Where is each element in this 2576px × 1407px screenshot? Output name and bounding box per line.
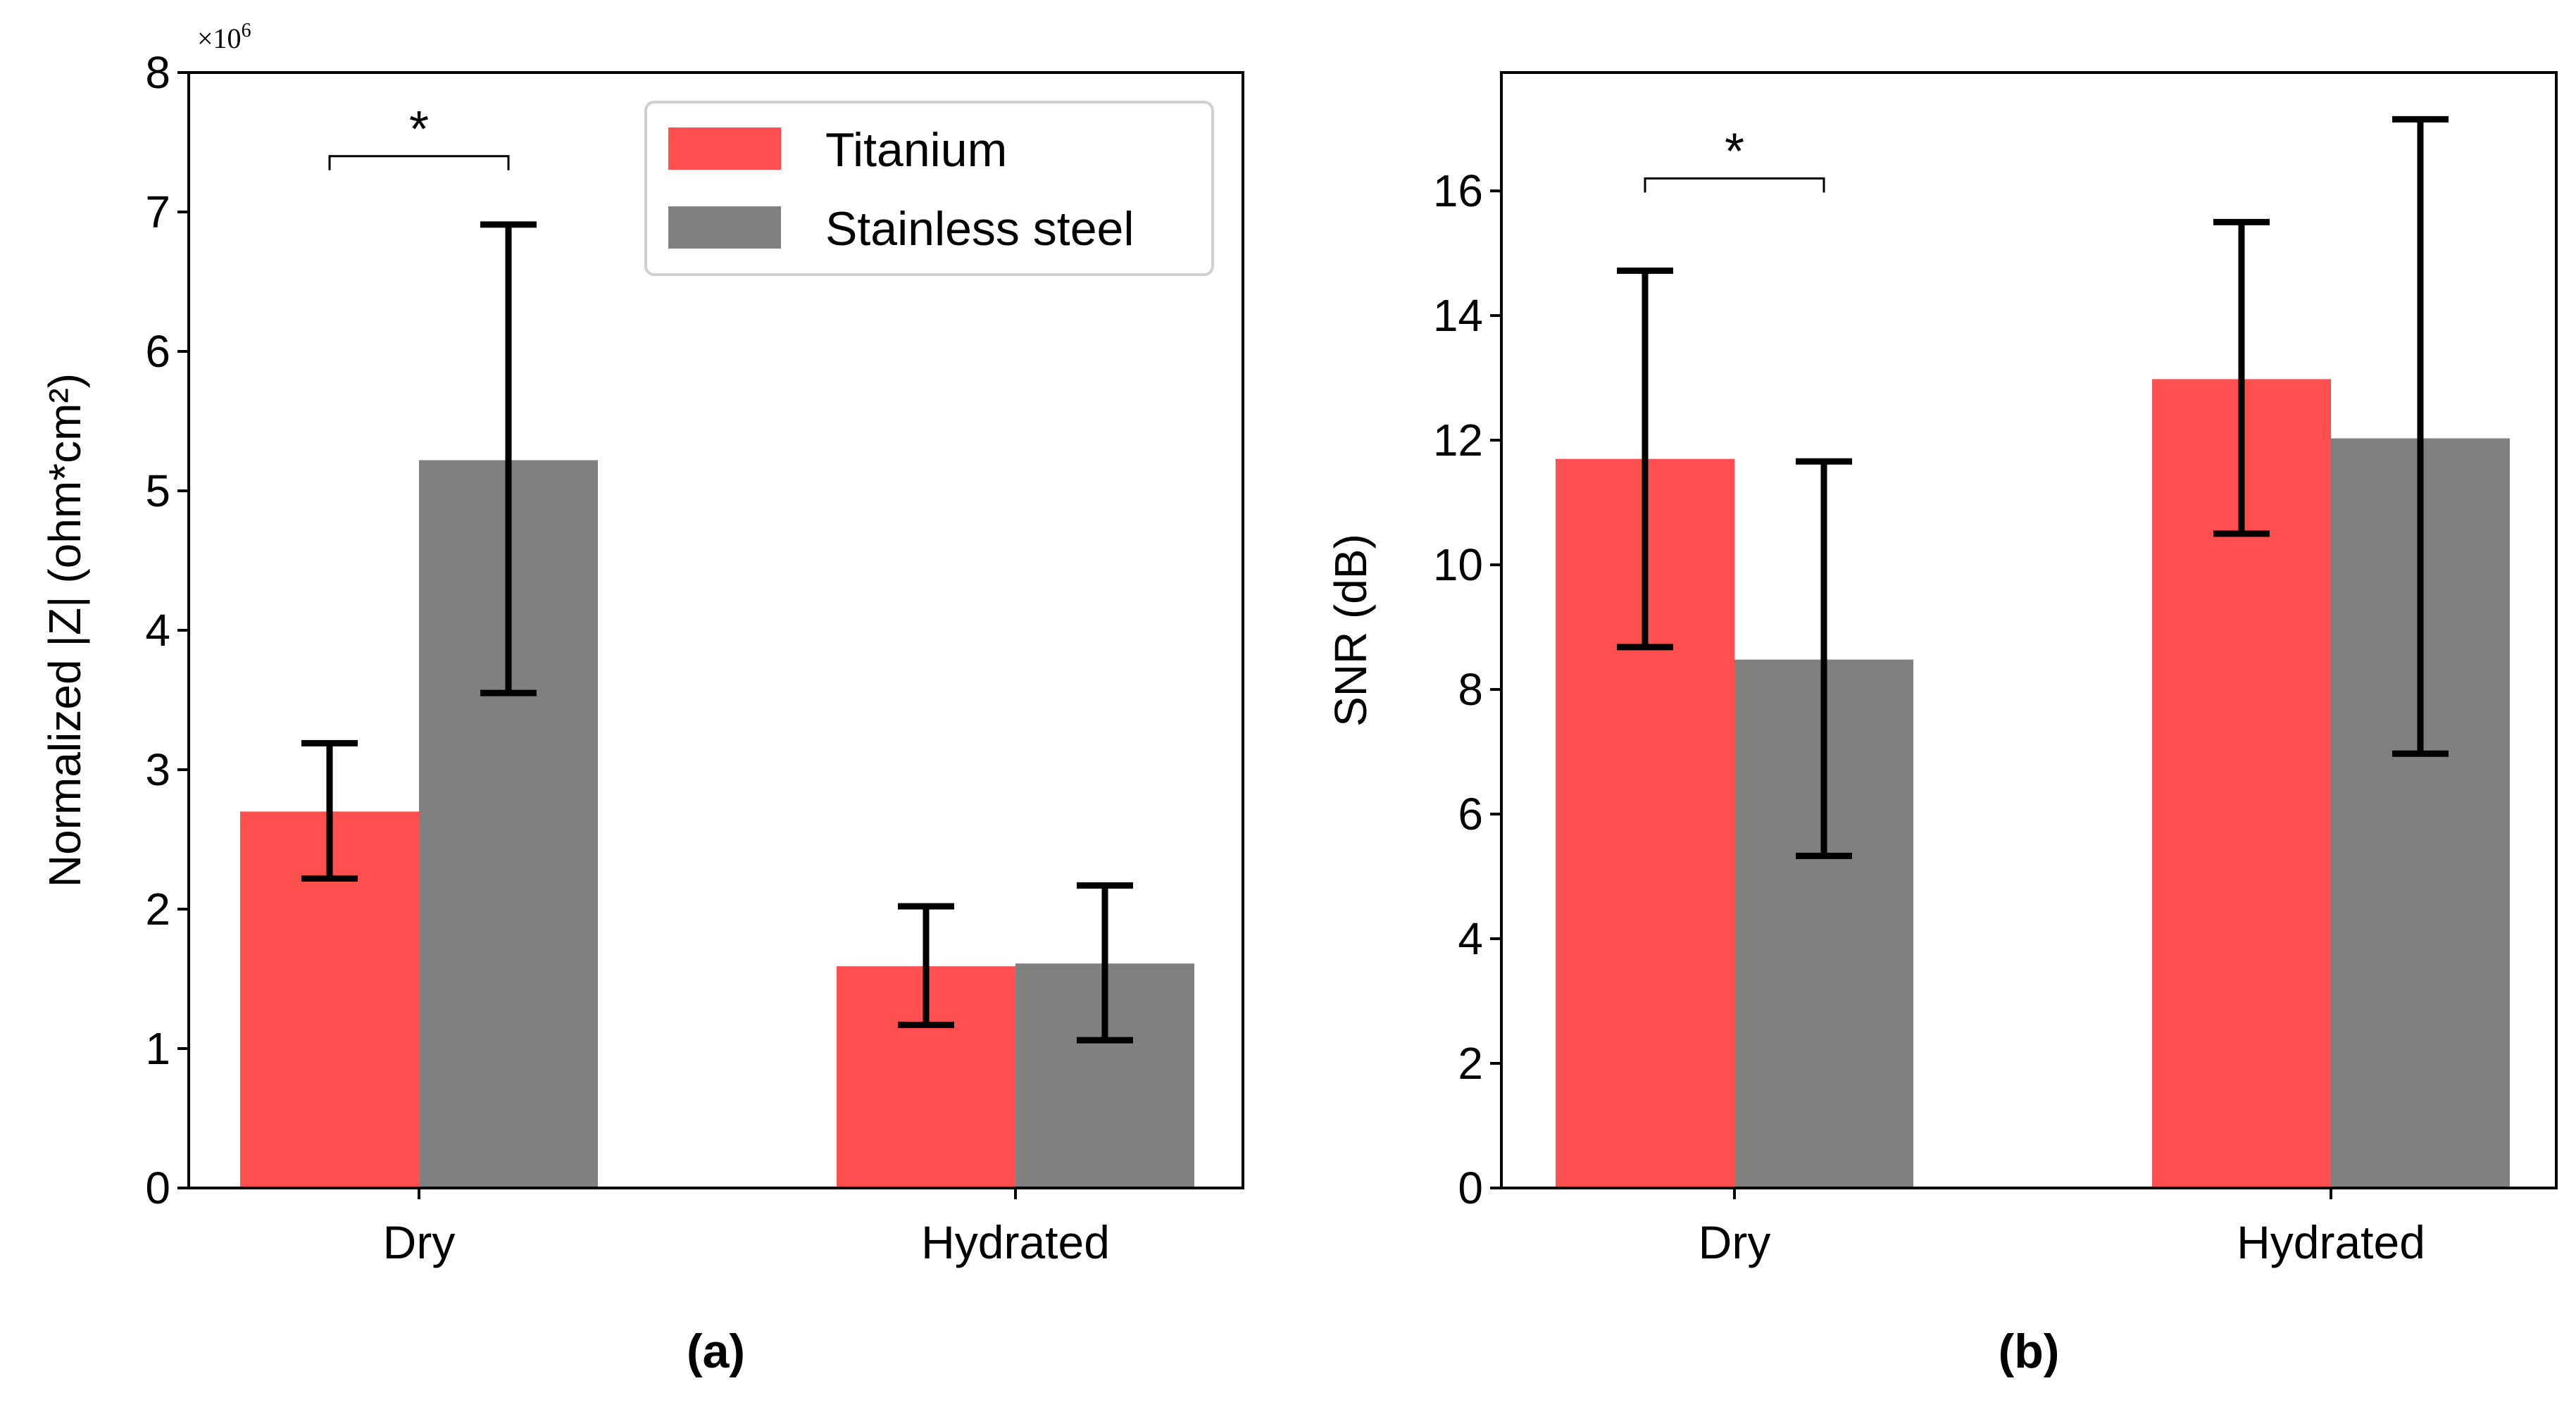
significance-star: * [1725, 123, 1744, 180]
y-tick-label: 8 [145, 47, 170, 98]
y-tick-label: 3 [145, 744, 170, 795]
y-tick-label: 4 [1458, 913, 1483, 964]
error-bar-titanium-hydrated [2213, 218, 2270, 537]
panel-label: (b) [1999, 1325, 2060, 1378]
error-bar-titanium-dry [301, 739, 358, 882]
legend: Titanium Stainless steel [644, 101, 1214, 276]
legend-label-stainless-steel: Stainless steel [825, 202, 1134, 256]
chart-panel-a: 0 1 2 3 4 5 6 7 8 Dry Hydrated Normalized |Z| (ohm*… [39, 20, 1244, 1378]
error-bar-stainless-steel-hydrated [2392, 115, 2449, 757]
legend-swatch-titanium [668, 127, 781, 170]
y-tick-label: 6 [145, 326, 170, 377]
legend-swatch-stainless-steel [668, 206, 781, 249]
y-tick-label: 14 [1433, 290, 1483, 341]
significance-bracket: * [328, 101, 510, 170]
chart-panel-b: 0 2 4 6 8 10 12 14 16 Dry Hydrated SNR (dB) * (b) [1325, 71, 2558, 1378]
x-tick-label-hydrated: Hydrated [2237, 1216, 2425, 1268]
panel-label: (a) [687, 1325, 745, 1378]
y-axis-label: Normalized |Z| (ohm*cm²) [39, 373, 90, 887]
y-tick-label: 0 [145, 1163, 170, 1213]
y-tick-label: 6 [1458, 789, 1483, 839]
x-tick-label-dry: Dry [383, 1216, 456, 1268]
y-tick-label: 10 [1433, 539, 1483, 590]
significance-star: * [409, 101, 429, 158]
y-tick-label: 2 [1458, 1038, 1483, 1089]
axes-frame [1500, 71, 2558, 1189]
y-tick-label: 12 [1433, 415, 1483, 465]
y-axis-multiplier: ×106 [197, 20, 251, 54]
y-tick-label: 1 [145, 1023, 170, 1074]
y-tick-label: 5 [145, 465, 170, 516]
y-axis-label: SNR (dB) [1325, 534, 1376, 727]
y-tick-label: 7 [145, 187, 170, 237]
y-tick-label: 2 [145, 884, 170, 934]
significance-bracket: * [1644, 123, 1825, 193]
significance-line [328, 155, 510, 170]
significance-line [1644, 177, 1825, 193]
y-tick-label: 16 [1433, 165, 1483, 216]
error-bar-stainless-steel-dry [480, 221, 537, 696]
y-tick-label: 8 [1458, 664, 1483, 715]
x-tick-label-hydrated: Hydrated [921, 1216, 1110, 1268]
x-tick-label-dry: Dry [1699, 1216, 1771, 1268]
y-tick-label: 4 [145, 605, 170, 656]
error-bar-titanium-hydrated [898, 903, 954, 1028]
y-tick-label: 0 [1458, 1163, 1483, 1213]
error-bar-stainless-steel-hydrated [1077, 882, 1133, 1044]
error-bar-stainless-steel-dry [1796, 458, 1852, 859]
legend-box [644, 101, 1214, 276]
legend-label-titanium: Titanium [825, 123, 1007, 177]
error-bar-titanium-dry [1617, 267, 1673, 651]
